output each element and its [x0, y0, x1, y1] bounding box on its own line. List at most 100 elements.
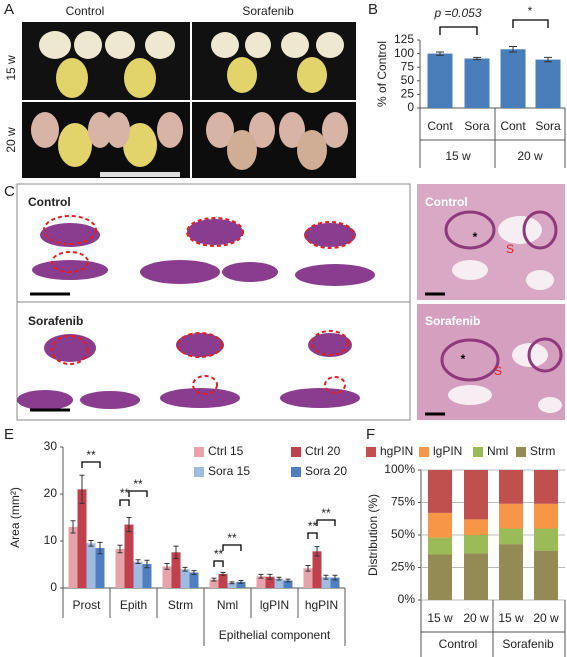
error-bar — [305, 564, 311, 572]
bar — [321, 577, 331, 588]
bracket — [213, 560, 224, 567]
error-bar — [436, 51, 444, 56]
bracket — [119, 499, 130, 506]
bar-segment — [534, 550, 558, 600]
bar — [95, 548, 105, 588]
row-label: 15 w — [4, 55, 18, 81]
bar — [180, 569, 190, 588]
y-axis-label: Distribution (%) — [366, 494, 380, 576]
bar — [464, 58, 490, 108]
panel-d-label: Sorafenib — [425, 314, 480, 328]
error-bar — [258, 573, 264, 579]
annotation: ** — [214, 547, 224, 561]
bar — [115, 548, 125, 588]
x-tick-label: lgPIN — [260, 598, 289, 612]
marker: * — [473, 230, 478, 244]
bar-segment — [428, 554, 452, 600]
x-tick-label: 20 w — [463, 611, 489, 625]
bar — [124, 524, 134, 588]
legend-swatch — [194, 447, 204, 457]
bar — [133, 561, 143, 588]
bar — [189, 572, 199, 588]
marker: S — [506, 242, 514, 256]
group-label: 20 w — [517, 149, 543, 163]
y-tick-label: 30 — [44, 439, 58, 453]
bar-segment — [499, 528, 523, 545]
y-tick-label: 0 — [407, 100, 414, 114]
bar — [303, 568, 313, 588]
legend-label: lgPIN — [433, 444, 462, 458]
error-bar — [144, 559, 150, 569]
legend-swatch — [194, 467, 204, 477]
legend-label: Ctrl 20 — [305, 444, 341, 458]
bar — [427, 53, 453, 108]
y-tick-label: 50 — [401, 73, 415, 87]
group-label: Epithelial component — [219, 628, 331, 642]
photo-grid — [22, 22, 356, 178]
error-bar — [191, 570, 197, 575]
bracket — [439, 26, 478, 35]
legend-swatch — [419, 447, 429, 457]
bar — [236, 581, 246, 588]
legend-label: Sora 15 — [208, 464, 250, 478]
y-tick-label: 0% — [398, 592, 416, 606]
column-label: Control — [66, 4, 105, 18]
error-bar — [544, 56, 552, 63]
y-tick-label: 125 — [394, 32, 414, 46]
bar — [265, 576, 275, 588]
group-label: Control — [439, 637, 478, 651]
column-label: Sorafenib — [242, 4, 294, 18]
error-bar — [509, 46, 517, 53]
y-tick-label: 75% — [391, 495, 415, 509]
bar-segment — [428, 512, 452, 538]
bar-segment — [464, 470, 488, 520]
error-bar — [97, 541, 103, 555]
bar — [312, 551, 322, 588]
histology-detail — [417, 184, 565, 420]
x-tick-label: Sora — [535, 119, 561, 133]
legend-swatch — [366, 447, 376, 457]
panel-letter: F — [366, 426, 375, 443]
error-bar — [164, 563, 170, 570]
panel-letter: B — [368, 1, 378, 18]
x-tick-label: Cont — [500, 119, 526, 133]
bar — [330, 577, 340, 588]
bar — [86, 543, 96, 588]
bar-segment — [464, 535, 488, 554]
y-tick-label: 100% — [384, 462, 415, 476]
legend-label: hgPIN — [380, 444, 413, 458]
bar-segment — [428, 470, 452, 513]
y-tick-label: 75 — [401, 59, 415, 73]
annotation: p =0.053 — [433, 6, 481, 20]
bar-segment — [464, 553, 488, 600]
panel-letter: A — [4, 1, 14, 18]
legend-label: Nml — [487, 444, 508, 458]
legend-swatch — [516, 447, 526, 457]
error-bar — [173, 545, 179, 559]
y-tick-label: 25 — [401, 87, 415, 101]
annotation: ** — [321, 506, 331, 520]
error-bar — [220, 571, 226, 576]
error-bar — [79, 474, 85, 504]
bar — [142, 564, 152, 588]
annotation: ** — [86, 448, 96, 462]
bar — [283, 580, 293, 588]
annotation: ** — [227, 531, 237, 545]
panel-c-label: Sorafenib — [28, 314, 83, 328]
error-bar — [70, 520, 76, 534]
error-bar — [332, 574, 338, 581]
x-tick-label: 15 w — [498, 611, 524, 625]
bar-segment — [534, 470, 558, 504]
error-bar — [211, 577, 217, 582]
error-bar — [126, 517, 132, 533]
error-bar — [285, 578, 291, 583]
legend-label: Sora 20 — [305, 464, 347, 478]
y-tick-label: 10 — [44, 533, 58, 547]
legend-label: Ctrl 15 — [208, 444, 244, 458]
annotation: ** — [308, 519, 318, 533]
y-tick-label: 0 — [50, 580, 57, 594]
panel-d-label: Control — [425, 195, 468, 209]
bar — [68, 526, 78, 588]
error-bar — [267, 573, 273, 580]
